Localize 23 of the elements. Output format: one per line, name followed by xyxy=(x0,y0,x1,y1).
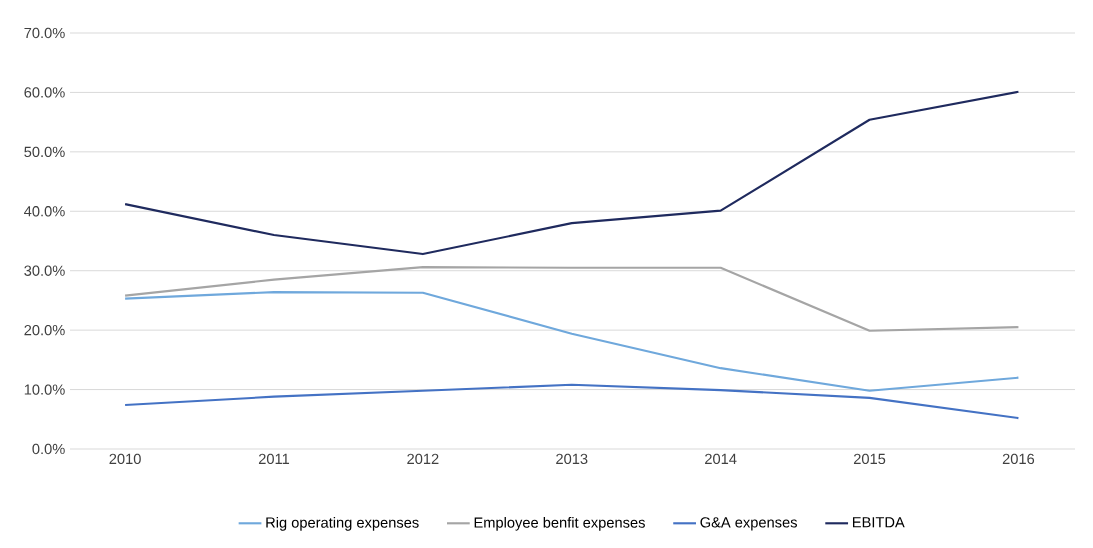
line-series xyxy=(124,291,1020,392)
y-tick-label: 40.0% xyxy=(24,206,65,217)
y-tick-label: 30.0% xyxy=(24,265,65,276)
x-tick-label: 2014 xyxy=(705,453,737,465)
legend-label: Rig operating expenses xyxy=(266,516,419,531)
y-tick-label: 10.0% xyxy=(24,384,65,395)
y-tick-label: 20.0% xyxy=(24,324,65,336)
y-tick-label: 0.0% xyxy=(32,443,65,455)
y-tick-label: 70.0% xyxy=(24,27,65,39)
x-tick-label: 2011 xyxy=(258,453,290,465)
y-tick-label: 50.0% xyxy=(24,146,65,158)
x-tick-label: 2015 xyxy=(853,453,886,465)
x-tick-label: 2010 xyxy=(109,453,141,465)
y-tick-label: 60.0% xyxy=(24,87,65,98)
line-series xyxy=(124,266,1020,332)
legend-label: G&A expenses xyxy=(700,517,797,531)
legend-label: Employee benfit expenses xyxy=(474,516,645,531)
line-series xyxy=(124,383,1020,420)
legend-label: EBITDA xyxy=(853,517,905,528)
line-series xyxy=(124,90,1020,256)
x-tick-label: 2016 xyxy=(1002,453,1035,465)
x-tick-label: 2013 xyxy=(556,453,588,465)
x-tick-label: 2012 xyxy=(407,453,439,465)
